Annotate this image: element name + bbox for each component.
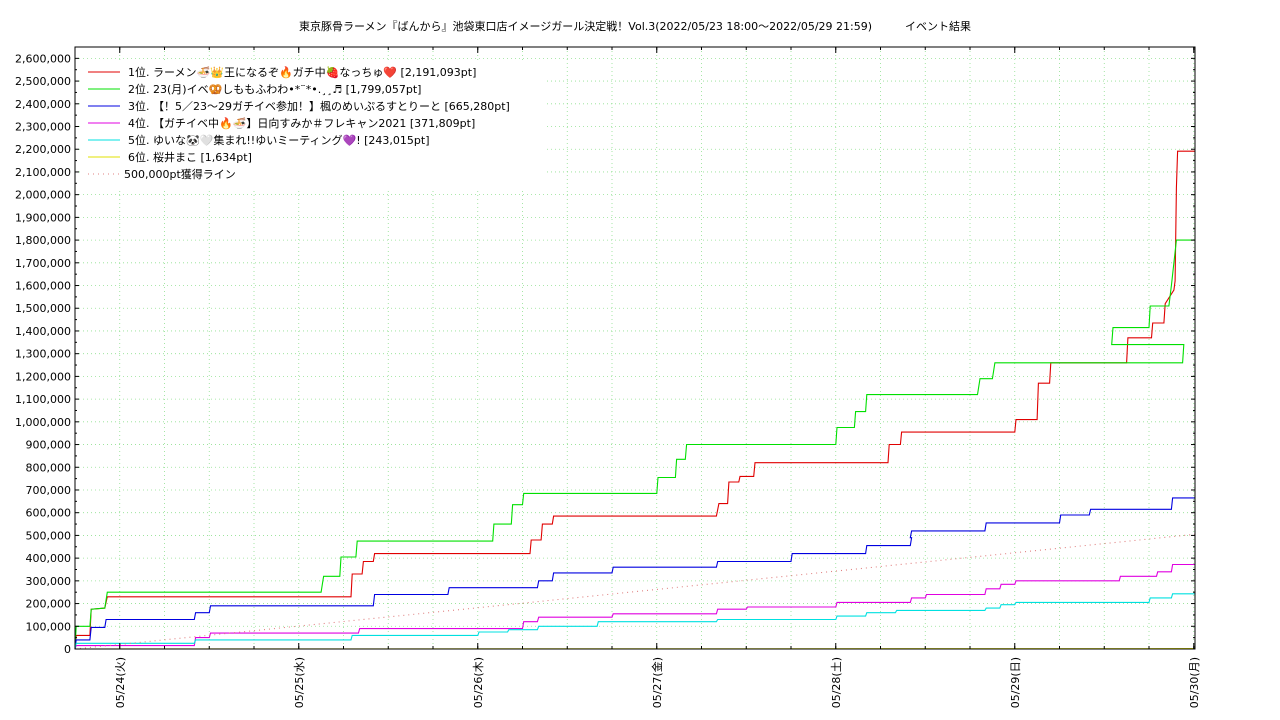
legend-label: 5位. ゆいな🐼🤍集まれ!!ゆいミーティング💜! [243,015pt] (128, 133, 430, 147)
y-tick-label: 2,100,000 (15, 166, 71, 179)
y-tick-label: 1,400,000 (15, 325, 71, 338)
x-axis: 05/24(火) 05/25(水) 05/26(木) 05/27(金) 05/28(土)… (74, 47, 1201, 708)
y-tick-label: 1,700,000 (15, 257, 71, 270)
x-tick-label: 05/26(木) (472, 657, 485, 708)
chart-title: 東京豚骨ラーメン『ばんから』池袋東口店イメージガール決定戦！Vol.3(2022… (299, 19, 971, 33)
legend-label: 4位. 【ガチイベ中🔥🍜】日向すみか＃フレキャン2021 [371,809pt] (128, 116, 475, 130)
x-tick-label: 05/30(月) (1188, 657, 1201, 708)
x-tick-label: 05/24(火) (114, 657, 127, 708)
y-axis: 0 100,000 200,000 300,000 400,000 500,000 600,… (15, 52, 1195, 656)
y-tick-label: 1,800,000 (15, 234, 71, 247)
series-line-4 (74, 563, 1195, 650)
y-tick-label: 2,200,000 (15, 143, 71, 156)
legend-background (80, 60, 545, 188)
y-tick-label: 600,000 (26, 507, 72, 520)
y-tick-label: 800,000 (26, 461, 72, 474)
y-tick-label: 2,500,000 (15, 75, 71, 88)
y-tick-label: 1,300,000 (15, 348, 71, 361)
y-tick-label: 700,000 (26, 484, 72, 497)
y-tick-label: 2,000,000 (15, 189, 71, 202)
y-tick-label: 2,600,000 (15, 52, 71, 65)
legend-label: 1位. ラーメン🍜👑王になるぞ🔥ガチ中🍓なっちゅ❤️ [2,191,093pt] (128, 65, 476, 79)
x-tick-label: 05/25(水) (293, 657, 306, 708)
series-line-1 (74, 150, 1195, 650)
y-tick-label: 1,000,000 (15, 416, 71, 429)
legend: 1位. ラーメン🍜👑王になるぞ🔥ガチ中🍓なっちゅ❤️ [2,191,093pt]… (80, 60, 545, 188)
y-tick-label: 300,000 (26, 575, 72, 588)
y-tick-label: 1,900,000 (15, 211, 71, 224)
y-tick-label: 500,000 (26, 529, 72, 542)
y-tick-label: 1,100,000 (15, 393, 71, 406)
x-tick-label: 05/29(日) (1009, 657, 1022, 708)
y-tick-label: 2,300,000 (15, 121, 71, 134)
x-tick-label: 05/28(土) (830, 657, 843, 708)
series-line-5 (74, 593, 1195, 650)
y-tick-label: 0 (64, 643, 71, 656)
plot-frame (74, 46, 1196, 650)
y-tick-label: 2,400,000 (15, 98, 71, 111)
legend-label: 2位. 23(月)イベ🥨しももふわわ•*¨*•.¸¸♬ [1,799,057pt… (128, 82, 421, 96)
y-tick-label: 200,000 (26, 598, 72, 611)
y-tick-label: 100,000 (26, 620, 72, 633)
series-line-2 (74, 239, 1195, 650)
legend-label: 3位. 【！5／23〜29ガチイベ参加！】楓のめいぷるすとりーと [665,28… (128, 99, 510, 113)
y-tick-label: 1,500,000 (15, 302, 71, 315)
legend-label: 500,000pt獲得ライン (124, 168, 236, 181)
x-tick-label: 05/27(金) (650, 657, 664, 708)
legend-label: 6位. 桜井まこ [1,634pt] (128, 150, 252, 164)
series-layer (74, 150, 1196, 650)
y-tick-label: 400,000 (26, 552, 72, 565)
series-line-3 (74, 497, 1195, 650)
y-tick-label: 1,600,000 (15, 280, 71, 293)
y-tick-label: 1,200,000 (15, 370, 71, 383)
y-tick-label: 900,000 (26, 439, 72, 452)
